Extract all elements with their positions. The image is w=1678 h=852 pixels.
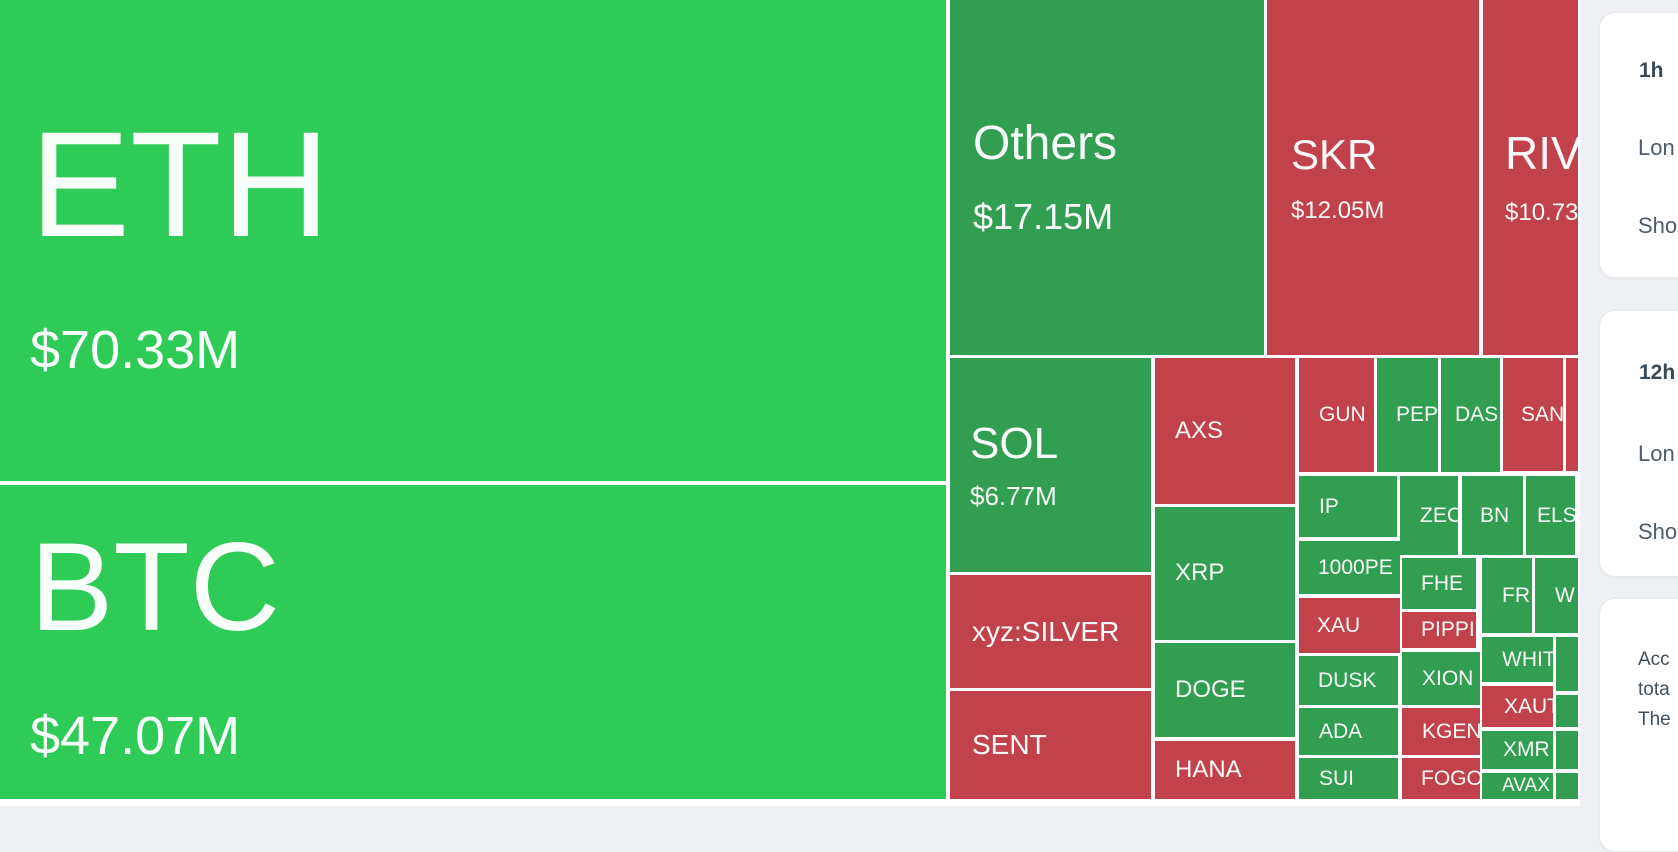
tile-symbol: RIV — [1505, 127, 1578, 180]
tile-symbol: PEP — [1396, 403, 1438, 427]
treemap-tile-fhe[interactable]: FHE — [1402, 558, 1476, 609]
tile-symbol: FR — [1502, 583, 1530, 607]
treemap-tile-hana[interactable]: HANA — [1155, 741, 1295, 799]
treemap-tile-ip[interactable]: IP — [1299, 476, 1397, 537]
tile-symbol: W — [1555, 583, 1575, 607]
tile-symbol: SOL — [970, 418, 1059, 468]
tile-symbol: ZEC — [1420, 503, 1458, 527]
tile-symbol: Others — [973, 117, 1118, 171]
tile-symbol: DAS — [1455, 403, 1499, 427]
treemap-tile-sliver[interactable] — [1556, 637, 1578, 691]
stats-card-1h: 1h Lon Sho — [1599, 12, 1678, 278]
tile-symbol: ADA — [1319, 719, 1363, 743]
tile-symbol: FHE — [1421, 571, 1463, 595]
tile-symbol: BTC — [30, 517, 280, 657]
treemap-tile-sliver[interactable] — [1556, 773, 1578, 799]
treemap-tile-das[interactable]: DAS — [1441, 358, 1500, 472]
treemap-tile-kgen[interactable]: KGEN — [1402, 708, 1480, 755]
long-stat-label: Lon — [1638, 135, 1675, 160]
summary-text-line: The — [1638, 709, 1671, 730]
treemap-tile-xmr[interactable]: XMR — [1482, 731, 1553, 769]
tile-symbol: AXS — [1175, 416, 1224, 444]
tile-symbol: BN — [1480, 503, 1510, 527]
treemap-tile-pippi[interactable]: PIPPI — [1402, 612, 1476, 648]
tile-symbol: XAU — [1317, 613, 1361, 637]
tile-symbol: SUI — [1319, 766, 1355, 790]
treemap-tile-xyz-silver[interactable]: xyz:SILVER — [950, 575, 1151, 688]
summary-card: Acc tota The — [1599, 598, 1678, 852]
treemap-tile-sliver[interactable] — [1556, 695, 1578, 727]
tile-symbol: xyz:SILVER — [972, 615, 1120, 647]
tile-symbol: PIPPI — [1421, 618, 1475, 642]
treemap-tile-sliver[interactable] — [1566, 358, 1578, 471]
stats-card-12h: 12h Lon Sho — [1599, 310, 1678, 577]
treemap-tile-sent[interactable]: SENT — [950, 691, 1151, 799]
treemap-tile-dusk[interactable]: DUSK — [1299, 656, 1398, 705]
tile-symbol: DOGE — [1175, 675, 1246, 703]
treemap-tile-san[interactable]: SAN — [1503, 358, 1563, 471]
tile-symbol: KGEN — [1422, 719, 1480, 743]
tile-symbol: SAN — [1521, 402, 1563, 426]
long-stat-label: Lon — [1638, 441, 1675, 466]
tile-value: $12.05M — [1291, 196, 1385, 224]
summary-text-line: Acc — [1638, 649, 1670, 670]
treemap-tile-els[interactable]: ELS — [1526, 476, 1575, 555]
tile-symbol: IP — [1319, 494, 1339, 518]
treemap-tile-xion[interactable]: XION — [1402, 652, 1480, 705]
short-stat-label: Sho — [1638, 519, 1678, 544]
treemap-tile-w[interactable]: W — [1535, 558, 1578, 633]
tile-symbol: XAUT — [1504, 694, 1553, 718]
tile-symbol: ELS — [1537, 503, 1575, 527]
treemap-tile-eth[interactable]: ETH $70.33M — [0, 0, 946, 481]
tile-symbol: ETH — [30, 100, 330, 269]
treemap-tile-fogo[interactable]: FOGO — [1402, 758, 1480, 799]
treemap-tile-1000pe[interactable]: 1000PE — [1299, 541, 1400, 594]
treemap-tile-gun[interactable]: GUN — [1299, 358, 1374, 472]
tile-value: $17.15M — [973, 196, 1114, 238]
treemap-tile-xau[interactable]: XAU — [1299, 598, 1400, 653]
tile-value: $70.33M — [30, 320, 241, 381]
treemap-tile-btc[interactable]: BTC $47.07M — [0, 485, 946, 799]
card-period-label: 12h — [1639, 361, 1676, 384]
treemap-tile-skr[interactable]: SKR $12.05M — [1267, 0, 1479, 355]
tile-value: $10.73M — [1505, 198, 1578, 226]
treemap-tile-xaut[interactable]: XAUT — [1482, 686, 1553, 727]
tile-symbol: FOGO — [1421, 766, 1480, 790]
tile-symbol: WHIT — [1502, 647, 1553, 671]
treemap-tile-sliver[interactable] — [1556, 731, 1578, 769]
treemap-tile-zec[interactable]: ZEC — [1400, 476, 1458, 555]
treemap-tile-fr[interactable]: FR — [1482, 558, 1532, 633]
tile-symbol: SKR — [1291, 130, 1378, 178]
short-stat-label: Sho — [1638, 213, 1678, 238]
card-period-label: 1h — [1639, 59, 1664, 82]
tile-symbol: HANA — [1175, 755, 1242, 783]
tile-symbol: SENT — [972, 729, 1047, 761]
treemap-tile-sui[interactable]: SUI — [1299, 758, 1398, 799]
treemap-tile-sol[interactable]: SOL $6.77M — [950, 358, 1151, 572]
tile-symbol: GUN — [1319, 403, 1366, 427]
treemap-tile-riv[interactable]: RIV $10.73M — [1483, 0, 1578, 355]
tile-symbol: DUSK — [1318, 668, 1377, 692]
treemap-tile-doge[interactable]: DOGE — [1155, 643, 1295, 737]
tile-symbol: XMR — [1503, 738, 1550, 762]
summary-text-line: tota — [1638, 679, 1670, 700]
tile-symbol: XION — [1422, 666, 1474, 690]
treemap-tile-axs[interactable]: AXS — [1155, 358, 1295, 504]
treemap-tile-pep[interactable]: PEP — [1377, 358, 1438, 472]
liquidation-treemap: ETH $70.33M BTC $47.07M Others $17.15M SKR $12.… — [0, 0, 1580, 806]
treemap-tile-whit[interactable]: WHIT — [1482, 637, 1553, 682]
tile-value: $47.07M — [30, 705, 241, 766]
treemap-tile-others[interactable]: Others $17.15M — [950, 0, 1264, 355]
treemap-tile-avax[interactable]: AVAX — [1482, 773, 1553, 799]
treemap-tile-bn[interactable]: BN — [1462, 476, 1523, 555]
treemap-tile-ada[interactable]: ADA — [1299, 708, 1398, 755]
treemap-tile-xrp[interactable]: XRP — [1155, 507, 1295, 640]
tile-symbol: 1000PE — [1318, 555, 1393, 579]
tile-value: $6.77M — [970, 481, 1057, 512]
tile-symbol: AVAX — [1502, 775, 1550, 797]
tile-symbol: XRP — [1175, 559, 1225, 587]
